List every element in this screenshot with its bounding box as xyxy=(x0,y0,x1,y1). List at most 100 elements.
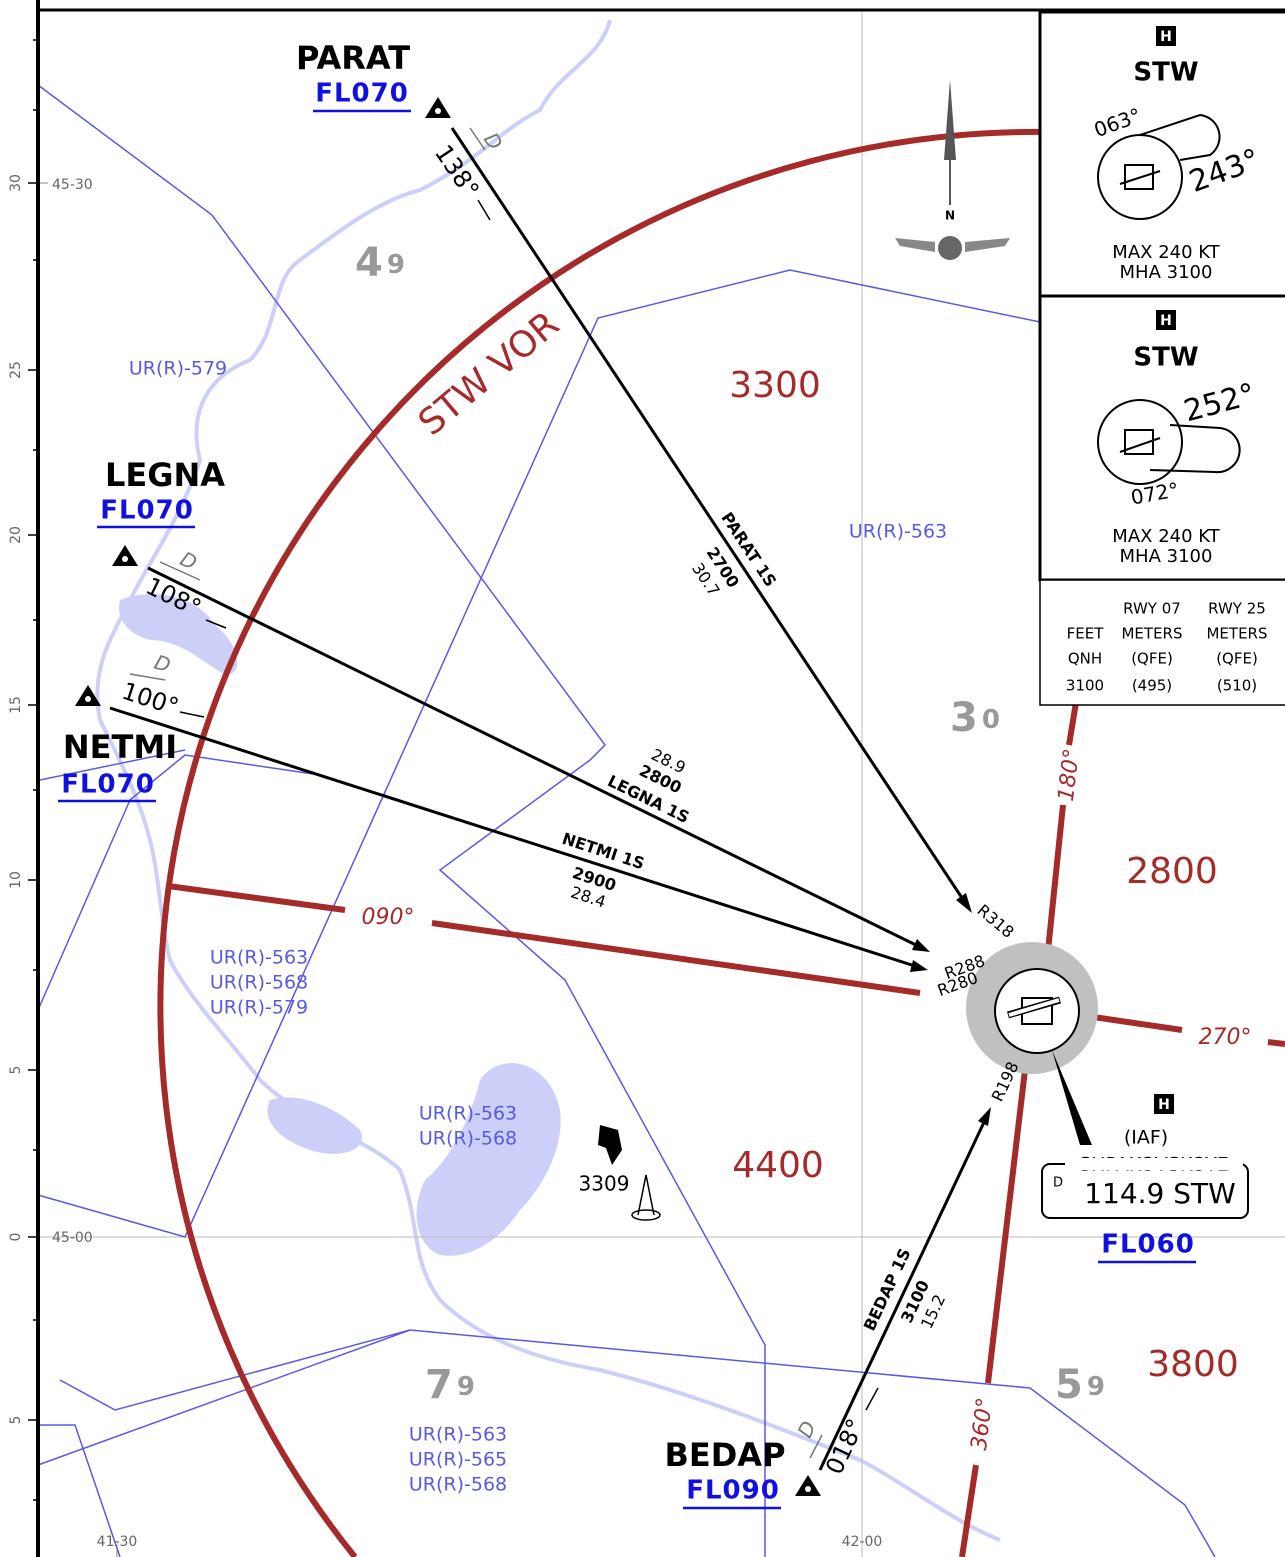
obstacle-symbol xyxy=(631,1174,661,1221)
obstacle-arrow xyxy=(598,1125,622,1165)
facility-letter: H xyxy=(1158,1097,1170,1113)
airspace-label: UR(R)-563 xyxy=(849,521,947,543)
waypoint-name: PARAT xyxy=(296,39,410,77)
holding-pattern xyxy=(1097,113,1221,220)
mora-major: 3 xyxy=(950,695,978,741)
table-value: 3100 xyxy=(1066,677,1104,695)
table-reference: (QFE) xyxy=(1216,650,1258,668)
radial: R318 xyxy=(974,901,1018,942)
facility-box xyxy=(1156,26,1176,46)
airspace-label: UR(R)-565 xyxy=(409,1449,507,1471)
dme-arrows xyxy=(129,127,823,1459)
airspace-label: UR(R)-568 xyxy=(409,1474,507,1496)
minute-label: 10 xyxy=(8,871,24,889)
holding-speed: MAX 240 KT xyxy=(1112,242,1220,263)
table-unit: METERS xyxy=(1206,625,1267,643)
holding-pattern xyxy=(1097,399,1241,485)
minute-label: 0 xyxy=(8,1233,24,1242)
course-label: 270° xyxy=(1199,1025,1252,1050)
facility-letter: H xyxy=(1160,313,1172,329)
holding-fix: STW xyxy=(1133,58,1198,88)
facility-box xyxy=(1156,310,1176,330)
vor-frequency: 114.9 STW xyxy=(1084,1177,1236,1210)
course-label: 360° xyxy=(967,1396,998,1452)
route-lines xyxy=(109,127,988,1471)
waypoint-altitude: FL070 xyxy=(61,770,155,800)
waypoint-altitude: FL090 xyxy=(686,1476,780,1506)
holding-mha: MHA 3100 xyxy=(1120,546,1213,567)
waypoint-name: BEDAP xyxy=(664,1436,785,1474)
waypoint-symbols xyxy=(75,97,821,1496)
minute-label: 20 xyxy=(8,526,24,544)
airspace-label: UR(R)-563 xyxy=(409,1424,507,1446)
lake xyxy=(267,1097,362,1154)
msa-altitude: 2800 xyxy=(1126,851,1218,892)
vor-callout xyxy=(1052,1050,1092,1145)
minute-label: 15 xyxy=(8,696,24,714)
airspace-label: UR(R)-568 xyxy=(210,972,308,994)
airspace-label: UR(R)-579 xyxy=(129,358,227,380)
lat-label: 45-30 xyxy=(52,177,93,193)
dme-mark: D xyxy=(151,650,173,678)
dme-mark: D xyxy=(793,1417,821,1441)
holding-fix: STW xyxy=(1133,343,1198,373)
radial: R198 xyxy=(988,1059,1023,1105)
msa-altitude: 4400 xyxy=(732,1145,824,1186)
north-label: N xyxy=(945,209,955,223)
river xyxy=(95,19,1001,1542)
airspace-label: UR(R)-563 xyxy=(419,1103,517,1125)
mora-minor: 9 xyxy=(457,1372,475,1402)
msa-altitude: 3300 xyxy=(729,365,821,406)
lon-label: 42-00 xyxy=(842,1534,883,1550)
mora-minor: 9 xyxy=(387,250,405,280)
mora-minor: 9 xyxy=(1087,1372,1105,1402)
waypoint-dots xyxy=(85,108,811,1492)
vor-role: (IAF) xyxy=(1124,1127,1168,1149)
lon-label: 41-30 xyxy=(97,1534,138,1550)
course-label: 180° xyxy=(1054,747,1085,803)
course-arrows xyxy=(179,199,879,1411)
lake xyxy=(416,1063,561,1256)
vor-altitude: FL060 xyxy=(1101,1230,1195,1260)
north-arrow xyxy=(895,80,1010,260)
holding-speed: MAX 240 KT xyxy=(1112,526,1220,547)
altimeter-panel xyxy=(1039,579,1285,706)
airspace-label: UR(R)-568 xyxy=(419,1128,517,1150)
airspace-boundaries xyxy=(37,84,1216,1557)
minute-label: 30 xyxy=(8,174,24,192)
table-reference: (QFE) xyxy=(1131,650,1173,668)
lat-label: 45-00 xyxy=(52,1230,93,1246)
table-reference: QNH xyxy=(1068,650,1102,668)
msa-altitude: 3800 xyxy=(1147,1344,1239,1385)
table-unit: METERS xyxy=(1121,625,1182,643)
minute-labels: 30 25 20 15 10 5 0 5 xyxy=(8,174,24,1424)
airspace-label: UR(R)-579 xyxy=(210,997,308,1019)
table-header: RWY 07 xyxy=(1123,600,1181,618)
minute-label: 25 xyxy=(8,361,24,379)
table-header: RWY 25 xyxy=(1208,600,1266,618)
waypoint-altitude: FL070 xyxy=(315,79,409,109)
table-value: (510) xyxy=(1217,677,1257,695)
minute-label: 5 xyxy=(8,1416,24,1425)
facility-box xyxy=(1154,1094,1174,1114)
mora-major: 4 xyxy=(355,240,383,286)
course-lines xyxy=(167,677,1285,1557)
vor-arc xyxy=(157,128,1051,1557)
mora-major: 7 xyxy=(425,1362,453,1408)
holding-mha: MHA 3100 xyxy=(1120,262,1213,283)
table-unit: FEET xyxy=(1067,625,1105,643)
compass-rose xyxy=(994,968,1080,1054)
table-value: (495) xyxy=(1132,677,1172,695)
vor-box-gap xyxy=(1065,1158,1243,1170)
mora-minor: 0 xyxy=(982,705,1000,735)
minute-label: 5 xyxy=(8,1066,24,1075)
course-label: 090° xyxy=(362,905,415,930)
waypoint-name: NETMI xyxy=(63,728,177,766)
